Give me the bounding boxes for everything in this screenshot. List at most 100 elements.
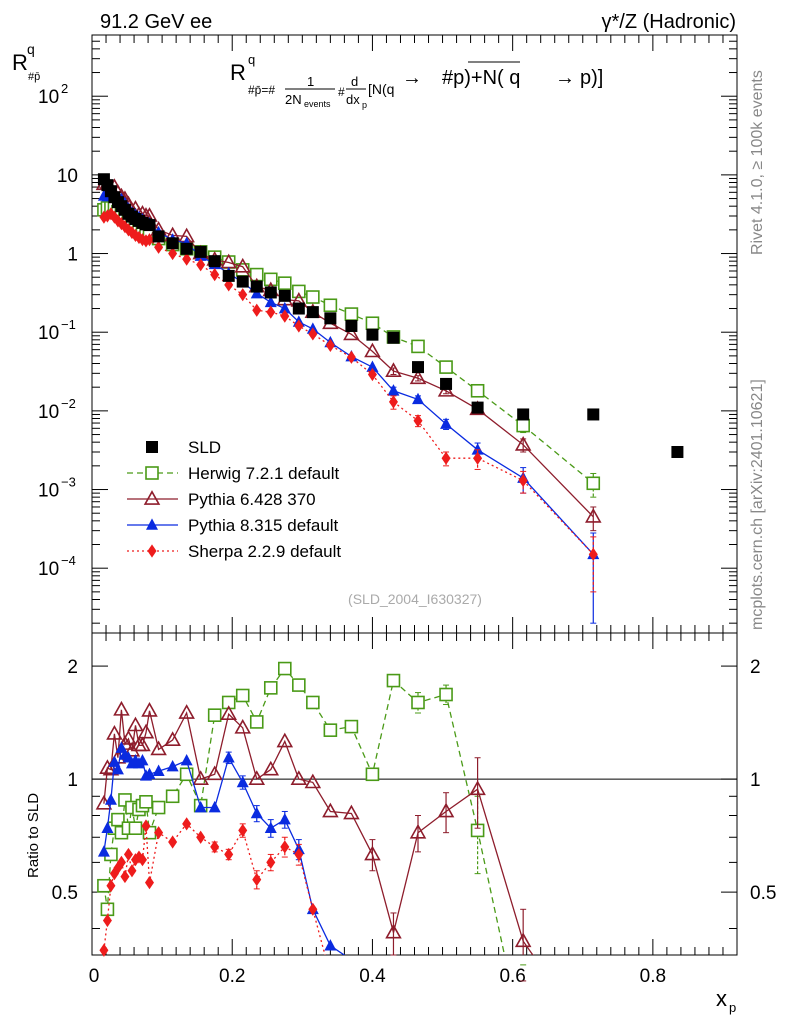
data-point	[182, 252, 192, 266]
svg-text:R: R	[230, 60, 246, 85]
data-point	[276, 732, 294, 748]
data-point	[111, 812, 125, 827]
svg-text:p: p	[362, 100, 367, 110]
data-point	[144, 876, 154, 890]
series-sherpa-2-2-9-default	[99, 207, 598, 593]
svg-text:2: 2	[61, 81, 68, 96]
data-point	[439, 687, 453, 702]
data-point	[412, 392, 425, 405]
data-point	[413, 414, 423, 428]
legend-marker	[147, 544, 157, 558]
svg-text:10: 10	[38, 559, 59, 580]
svg-text:−1: −1	[61, 317, 76, 332]
data-point	[194, 245, 207, 258]
legend-label: SLD	[188, 438, 221, 457]
legend-marker	[145, 466, 159, 480]
data-point	[365, 767, 380, 782]
data-point	[111, 763, 124, 775]
data-point	[102, 913, 112, 928]
data-point	[120, 730, 137, 745]
data-point	[387, 384, 400, 396]
data-point	[207, 708, 222, 722]
svg-text:−4: −4	[61, 553, 76, 568]
data-point	[208, 800, 221, 813]
data-point	[264, 286, 277, 299]
data-point	[365, 316, 380, 331]
legend: SLD Herwig 7.2.1 default Pythia 6.428 370 P…	[127, 438, 341, 561]
svg-text:1: 1	[67, 245, 78, 266]
analysis-id-watermark: (SLD_2004_I630327)	[348, 591, 482, 607]
y-tick-label: 10 2	[38, 81, 68, 108]
series-line	[103, 182, 594, 518]
svg-text:#p̄: #p̄	[28, 71, 40, 83]
data-point	[143, 219, 156, 232]
data-point	[137, 723, 155, 739]
data-point	[469, 780, 486, 796]
data-point	[266, 305, 276, 319]
data-point	[168, 246, 178, 261]
data-point	[343, 804, 360, 820]
svg-text:10: 10	[57, 166, 78, 187]
data-point	[385, 923, 402, 939]
data-point	[152, 764, 165, 776]
data-point	[123, 847, 133, 862]
data-point	[412, 361, 425, 374]
data-point	[306, 290, 320, 304]
data-point	[587, 408, 600, 421]
data-point	[137, 853, 147, 867]
y-tick-label: 10 −4	[38, 553, 76, 580]
data-point	[250, 806, 263, 819]
data-point	[364, 845, 381, 861]
data-point	[180, 754, 193, 766]
data-point	[192, 770, 209, 786]
svg-text:q: q	[248, 52, 255, 67]
svg-text:R: R	[12, 50, 28, 75]
data-point	[277, 661, 292, 676]
data-point	[280, 840, 290, 854]
data-point	[366, 328, 379, 341]
y-tick-label: 10 −3	[38, 475, 76, 502]
y-tick-label: 10 −2	[38, 396, 76, 423]
data-point	[263, 272, 278, 287]
ratio-y-tick-label: 0.5	[52, 883, 78, 904]
ratio-y-label: Ratio to SLD	[25, 793, 42, 878]
data-point	[294, 319, 304, 333]
data-point	[106, 725, 123, 740]
data-point	[292, 302, 305, 315]
svg-text:dx: dx	[346, 92, 360, 107]
data-point	[409, 369, 427, 385]
data-point	[208, 255, 221, 268]
data-point	[588, 547, 598, 561]
svg-text:→: →	[402, 67, 422, 89]
data-point	[99, 759, 116, 774]
svg-text:−2: −2	[61, 396, 76, 411]
svg-text:p)]: p)]	[580, 67, 603, 89]
data-point	[514, 932, 532, 948]
data-point	[440, 377, 453, 390]
data-point	[128, 821, 143, 835]
data-point	[238, 288, 248, 302]
x-axis-label: x p	[716, 986, 736, 1015]
data-point	[141, 701, 158, 717]
data-point	[116, 855, 126, 869]
ratio-axis-ticks: 2 2 1 1 0.5 0.5 0 0.2 0.4 0.6 0.8	[52, 633, 776, 987]
data-point	[250, 286, 263, 299]
data-point	[294, 847, 304, 862]
data-point	[263, 681, 278, 695]
data-point	[235, 688, 250, 703]
data-point	[411, 339, 425, 354]
data-point	[278, 289, 291, 302]
data-point	[127, 716, 144, 732]
x-tick-label: 0.8	[640, 966, 666, 987]
data-point	[250, 280, 263, 293]
data-point	[304, 773, 322, 789]
x-tick-label: 0.2	[219, 966, 245, 987]
data-point	[324, 939, 337, 951]
data-point	[292, 284, 306, 299]
data-point	[440, 417, 453, 429]
data-point	[471, 401, 484, 414]
data-point	[344, 307, 359, 321]
energy-label: 91.2 GeV ee	[100, 11, 212, 33]
svg-text:#p)+N( q: #p)+N( q	[442, 67, 520, 89]
